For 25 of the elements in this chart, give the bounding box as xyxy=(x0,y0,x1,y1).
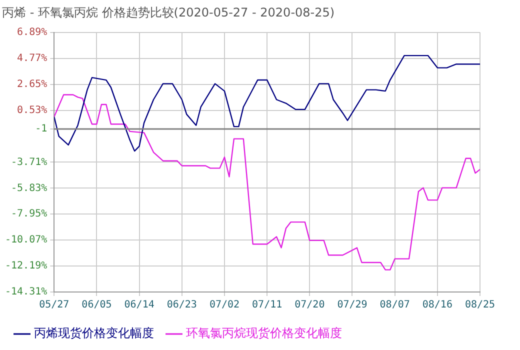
legend-label: 环氧氯丙烷现货价格变化幅度 xyxy=(186,326,342,340)
x-tick-label: 05/27 xyxy=(39,300,70,311)
x-tick-label: 06/23 xyxy=(166,300,197,311)
x-tick-label: 07/11 xyxy=(252,300,282,311)
y-tick-label: -10.07% xyxy=(4,234,48,246)
y-tick-label: -3.71% xyxy=(11,156,48,168)
y-tick-label: -7.95% xyxy=(11,208,48,220)
legend-label: 丙烯现货价格变化幅度 xyxy=(34,326,154,340)
x-tick-label: 07/29 xyxy=(337,300,368,311)
x-tick-label: 06/14 xyxy=(124,300,154,311)
y-tick-label: -1 xyxy=(35,124,48,135)
y-tick-label: 0.53% xyxy=(17,104,48,116)
x-tick-label: 08/16 xyxy=(422,300,452,311)
x-tick-label: 08/07 xyxy=(380,300,410,311)
chart-title: 丙烯 - 环氧氯丙烷 价格趋势比较(2020-05-27 - 2020-08-25) xyxy=(2,5,335,20)
y-tick-label: -5.83% xyxy=(11,182,48,194)
y-tick-label: -12.19% xyxy=(4,260,48,272)
y-tick-label: 6.89% xyxy=(17,26,48,38)
y-tick-label: -14.31% xyxy=(4,286,48,298)
y-tick-label: 4.77% xyxy=(17,52,48,64)
x-tick-label: 07/02 xyxy=(209,300,240,311)
x-tick-label: 07/20 xyxy=(294,300,325,311)
x-tick-label: 06/05 xyxy=(82,300,112,311)
y-tick-label: 2.65% xyxy=(17,78,48,90)
x-tick-label: 08/25 xyxy=(464,300,496,311)
